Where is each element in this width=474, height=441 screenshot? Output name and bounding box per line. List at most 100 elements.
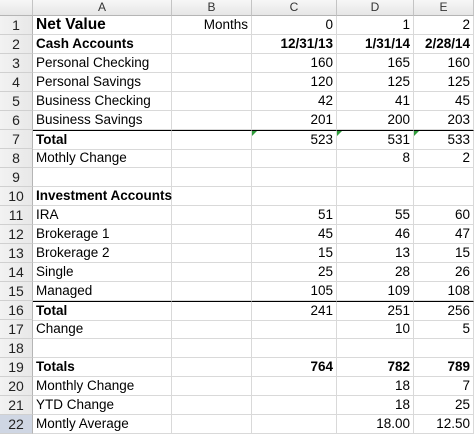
cell-c14[interactable]: 25 bbox=[252, 263, 337, 282]
row-header-17[interactable]: 17 bbox=[0, 320, 33, 339]
cell-b18[interactable] bbox=[172, 339, 252, 358]
cell-e21[interactable]: 25 bbox=[414, 396, 474, 415]
cell-e17[interactable]: 5 bbox=[414, 320, 474, 339]
cell-e20[interactable]: 7 bbox=[414, 377, 474, 396]
cell-d15[interactable]: 109 bbox=[337, 282, 414, 301]
cell-c13[interactable]: 15 bbox=[252, 244, 337, 263]
cell-e11[interactable]: 60 bbox=[414, 206, 474, 225]
row-header-3[interactable]: 3 bbox=[0, 54, 33, 73]
cell-a9[interactable] bbox=[33, 168, 172, 187]
cell-e16[interactable]: 256 bbox=[414, 301, 474, 321]
column-header-d[interactable]: D bbox=[337, 0, 414, 16]
cell-c11[interactable]: 51 bbox=[252, 206, 337, 225]
cell-a11[interactable]: IRA bbox=[33, 206, 172, 225]
cell-c2[interactable]: 12/31/13 bbox=[252, 35, 337, 54]
cell-c3[interactable]: 160 bbox=[252, 54, 337, 73]
row-header-2[interactable]: 2 bbox=[0, 35, 33, 54]
cell-c8[interactable] bbox=[252, 149, 337, 168]
row-header-5[interactable]: 5 bbox=[0, 92, 33, 111]
row-header-11[interactable]: 11 bbox=[0, 206, 33, 225]
row-header-21[interactable]: 21 bbox=[0, 396, 33, 415]
cell-d2[interactable]: 1/31/14 bbox=[337, 35, 414, 54]
cell-b22[interactable] bbox=[172, 415, 252, 434]
row-header-12[interactable]: 12 bbox=[0, 225, 33, 244]
column-header-b[interactable]: B bbox=[172, 0, 252, 16]
cell-e14[interactable]: 26 bbox=[414, 263, 474, 282]
row-header-13[interactable]: 13 bbox=[0, 244, 33, 263]
cell-c5[interactable]: 42 bbox=[252, 92, 337, 111]
cell-d4[interactable]: 125 bbox=[337, 73, 414, 92]
row-header-18[interactable]: 18 bbox=[0, 339, 33, 358]
cell-b13[interactable] bbox=[172, 244, 252, 263]
cell-b16[interactable] bbox=[172, 301, 252, 321]
cell-e22[interactable]: 12.50 bbox=[414, 415, 474, 434]
cell-b3[interactable] bbox=[172, 54, 252, 73]
cell-b10[interactable] bbox=[172, 187, 252, 206]
cell-e3[interactable]: 160 bbox=[414, 54, 474, 73]
row-header-22[interactable]: 22 bbox=[0, 415, 33, 434]
row-header-7[interactable]: 7 bbox=[0, 130, 33, 149]
cell-a16[interactable]: Total bbox=[33, 301, 172, 321]
cell-a10[interactable]: Investment Accounts bbox=[33, 187, 172, 206]
cell-b4[interactable] bbox=[172, 73, 252, 92]
cell-d10[interactable] bbox=[337, 187, 414, 206]
cell-e8[interactable]: 2 bbox=[414, 149, 474, 168]
cell-d9[interactable] bbox=[337, 168, 414, 187]
cell-a20[interactable]: Monthly Change bbox=[33, 377, 172, 396]
row-header-6[interactable]: 6 bbox=[0, 111, 33, 130]
cell-e6[interactable]: 203 bbox=[414, 111, 474, 130]
row-header-19[interactable]: 19 bbox=[0, 358, 33, 377]
cell-b7[interactable] bbox=[172, 130, 252, 150]
cell-d3[interactable]: 165 bbox=[337, 54, 414, 73]
cell-d17[interactable]: 10 bbox=[337, 320, 414, 339]
cell-a4[interactable]: Personal Savings bbox=[33, 73, 172, 92]
cell-b15[interactable] bbox=[172, 282, 252, 301]
cell-b12[interactable] bbox=[172, 225, 252, 244]
column-header-a[interactable]: A bbox=[33, 0, 172, 16]
cell-c22[interactable] bbox=[252, 415, 337, 434]
cell-a17[interactable]: Change bbox=[33, 320, 172, 339]
cell-e19[interactable]: 789 bbox=[414, 358, 474, 377]
cell-e9[interactable] bbox=[414, 168, 474, 187]
cell-c19[interactable]: 764 bbox=[252, 358, 337, 377]
cell-a2[interactable]: Cash Accounts bbox=[33, 35, 172, 54]
cell-e1[interactable]: 2 bbox=[414, 16, 474, 35]
cell-a15[interactable]: Managed bbox=[33, 282, 172, 301]
cell-e12[interactable]: 47 bbox=[414, 225, 474, 244]
cell-d21[interactable]: 18 bbox=[337, 396, 414, 415]
cell-c9[interactable] bbox=[252, 168, 337, 187]
row-header-15[interactable]: 15 bbox=[0, 282, 33, 301]
row-header-9[interactable]: 9 bbox=[0, 168, 33, 187]
cell-a3[interactable]: Personal Checking bbox=[33, 54, 172, 73]
cell-d8[interactable]: 8 bbox=[337, 149, 414, 168]
cell-a18[interactable] bbox=[33, 339, 172, 358]
row-header-4[interactable]: 4 bbox=[0, 73, 33, 92]
cell-d6[interactable]: 200 bbox=[337, 111, 414, 130]
cell-b8[interactable] bbox=[172, 149, 252, 168]
cell-d22[interactable]: 18.00 bbox=[337, 415, 414, 434]
cell-d18[interactable] bbox=[337, 339, 414, 358]
cell-b21[interactable] bbox=[172, 396, 252, 415]
cell-a21[interactable]: YTD Change bbox=[33, 396, 172, 415]
cell-a6[interactable]: Business Savings bbox=[33, 111, 172, 130]
cell-c4[interactable]: 120 bbox=[252, 73, 337, 92]
cell-c18[interactable] bbox=[252, 339, 337, 358]
cell-b6[interactable] bbox=[172, 111, 252, 130]
cell-d13[interactable]: 13 bbox=[337, 244, 414, 263]
cell-b1[interactable]: Months bbox=[172, 16, 252, 35]
row-header-1[interactable]: 1 bbox=[0, 16, 33, 35]
cell-e10[interactable] bbox=[414, 187, 474, 206]
cell-d7[interactable]: 531 bbox=[337, 130, 414, 150]
row-header-8[interactable]: 8 bbox=[0, 149, 33, 168]
row-header-16[interactable]: 16 bbox=[0, 301, 33, 320]
cell-a1[interactable]: Net Value bbox=[33, 16, 172, 35]
cell-e15[interactable]: 108 bbox=[414, 282, 474, 301]
cell-e5[interactable]: 45 bbox=[414, 92, 474, 111]
cell-c1[interactable]: 0 bbox=[252, 16, 337, 35]
cell-e7[interactable]: 533 bbox=[414, 130, 474, 150]
cell-c21[interactable] bbox=[252, 396, 337, 415]
cell-c17[interactable] bbox=[252, 320, 337, 339]
row-header-20[interactable]: 20 bbox=[0, 377, 33, 396]
cell-c7[interactable]: 523 bbox=[252, 130, 337, 150]
cell-d19[interactable]: 782 bbox=[337, 358, 414, 377]
